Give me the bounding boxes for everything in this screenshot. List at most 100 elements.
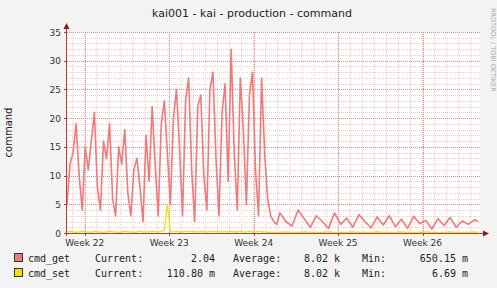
y-tick-label: 5 <box>55 200 61 210</box>
grid-line <box>423 32 424 233</box>
grid-line <box>67 89 480 90</box>
y-tick-label: 10 <box>50 171 62 181</box>
grid-line <box>67 147 480 148</box>
minor-grid-line <box>67 78 480 79</box>
x-tick <box>423 233 424 236</box>
minor-grid-line <box>120 32 121 233</box>
minor-grid-line <box>410 32 411 233</box>
legend-stat-label: Current: <box>95 268 143 279</box>
minor-grid-line <box>67 107 480 108</box>
minor-grid-line <box>313 32 314 233</box>
minor-grid-line <box>350 32 351 233</box>
minor-grid-line <box>67 158 480 159</box>
minor-grid-line <box>67 216 480 217</box>
minor-grid-line <box>67 181 480 182</box>
x-tick-label: Week 26 <box>403 238 442 248</box>
minor-grid-line <box>277 32 278 233</box>
grid-line <box>67 176 480 177</box>
legend-stat-label: Average: <box>233 268 281 279</box>
y-tick-label: 25 <box>50 85 61 95</box>
legend-label: cmd_get <box>28 253 70 265</box>
background <box>0 0 497 288</box>
legend-stat-label: Average: <box>233 253 281 264</box>
x-tick <box>254 233 255 236</box>
minor-grid-line <box>67 89 480 90</box>
x-tick <box>85 233 86 236</box>
minor-grid-line <box>96 32 97 233</box>
title: kai001 - kai - production - command <box>152 7 352 20</box>
minor-grid-line <box>67 55 480 56</box>
legend-stat-label: Min: <box>362 253 386 264</box>
y-axis-label: command <box>3 108 14 158</box>
legend-stat-value: 8.02 k <box>304 268 340 279</box>
grid-line <box>338 32 339 233</box>
x-tick-label: Week 22 <box>65 238 104 248</box>
minor-grid-line <box>67 141 480 142</box>
minor-grid-line <box>67 187 480 188</box>
series-line <box>67 204 478 232</box>
x-axis <box>67 233 485 234</box>
series-line <box>67 49 478 229</box>
minor-grid-line <box>67 72 480 73</box>
minor-grid-line <box>470 32 471 233</box>
minor-grid-line <box>67 147 480 148</box>
minor-grid-line <box>72 32 73 233</box>
minor-grid-line <box>67 193 480 194</box>
minor-grid-line <box>67 101 480 102</box>
minor-grid-line <box>446 32 447 233</box>
minor-grid-line <box>67 130 480 131</box>
minor-grid-line <box>67 118 480 119</box>
minor-grid-line <box>67 38 480 39</box>
minor-grid-line <box>458 32 459 233</box>
minor-grid-line <box>241 32 242 233</box>
y-tick-label: 30 <box>50 56 62 66</box>
minor-grid-line <box>67 227 480 228</box>
minor-grid-line <box>67 49 480 50</box>
minor-grid-line <box>84 32 85 233</box>
minor-grid-line <box>67 124 480 125</box>
x-tick <box>169 233 170 236</box>
y-tick <box>64 233 67 234</box>
minor-grid-line <box>67 210 480 211</box>
y-tick <box>64 32 67 33</box>
x-tick <box>338 233 339 236</box>
minor-grid-line <box>265 32 266 233</box>
x-tick-label: Week 23 <box>150 238 189 248</box>
y-tick <box>64 147 67 148</box>
minor-grid-line <box>67 135 480 136</box>
minor-grid <box>67 32 480 234</box>
y-tick <box>64 89 67 90</box>
minor-grid-line <box>67 32 480 33</box>
grid-line <box>67 118 480 119</box>
y-tick <box>64 61 67 62</box>
y-tick-label: 15 <box>50 142 61 152</box>
minor-grid-line <box>67 61 480 62</box>
minor-grid-line <box>67 176 480 177</box>
minor-grid-line <box>326 32 327 233</box>
minor-grid-line <box>67 43 480 44</box>
minor-grid-line <box>422 32 423 233</box>
minor-grid-line <box>289 32 290 233</box>
minor-grid-line <box>386 32 387 233</box>
minor-grid-line <box>398 32 399 233</box>
grid-line <box>85 32 86 233</box>
y-tick-label: 35 <box>50 28 61 38</box>
minor-grid-line <box>338 32 339 233</box>
x-tick-label: Week 25 <box>319 238 358 248</box>
minor-grid-line <box>145 32 146 233</box>
y-tick <box>64 204 67 205</box>
minor-grid-line <box>67 153 480 154</box>
legend-stat-label: Current: <box>95 253 143 264</box>
minor-grid-line <box>67 164 480 165</box>
minor-grid-line <box>67 170 480 171</box>
legend-stat-value: 8.02 k <box>304 253 340 264</box>
y-tick-label: 20 <box>50 114 62 124</box>
legend-stat-value: 110.80 m <box>167 268 215 279</box>
minor-grid-line <box>67 66 480 67</box>
minor-grid-line <box>67 84 480 85</box>
legend-label: cmd_set <box>28 268 70 280</box>
minor-grid-line <box>362 32 363 233</box>
axis-arrow <box>483 231 489 237</box>
legend-swatch <box>15 269 23 277</box>
major-grid <box>67 32 480 234</box>
